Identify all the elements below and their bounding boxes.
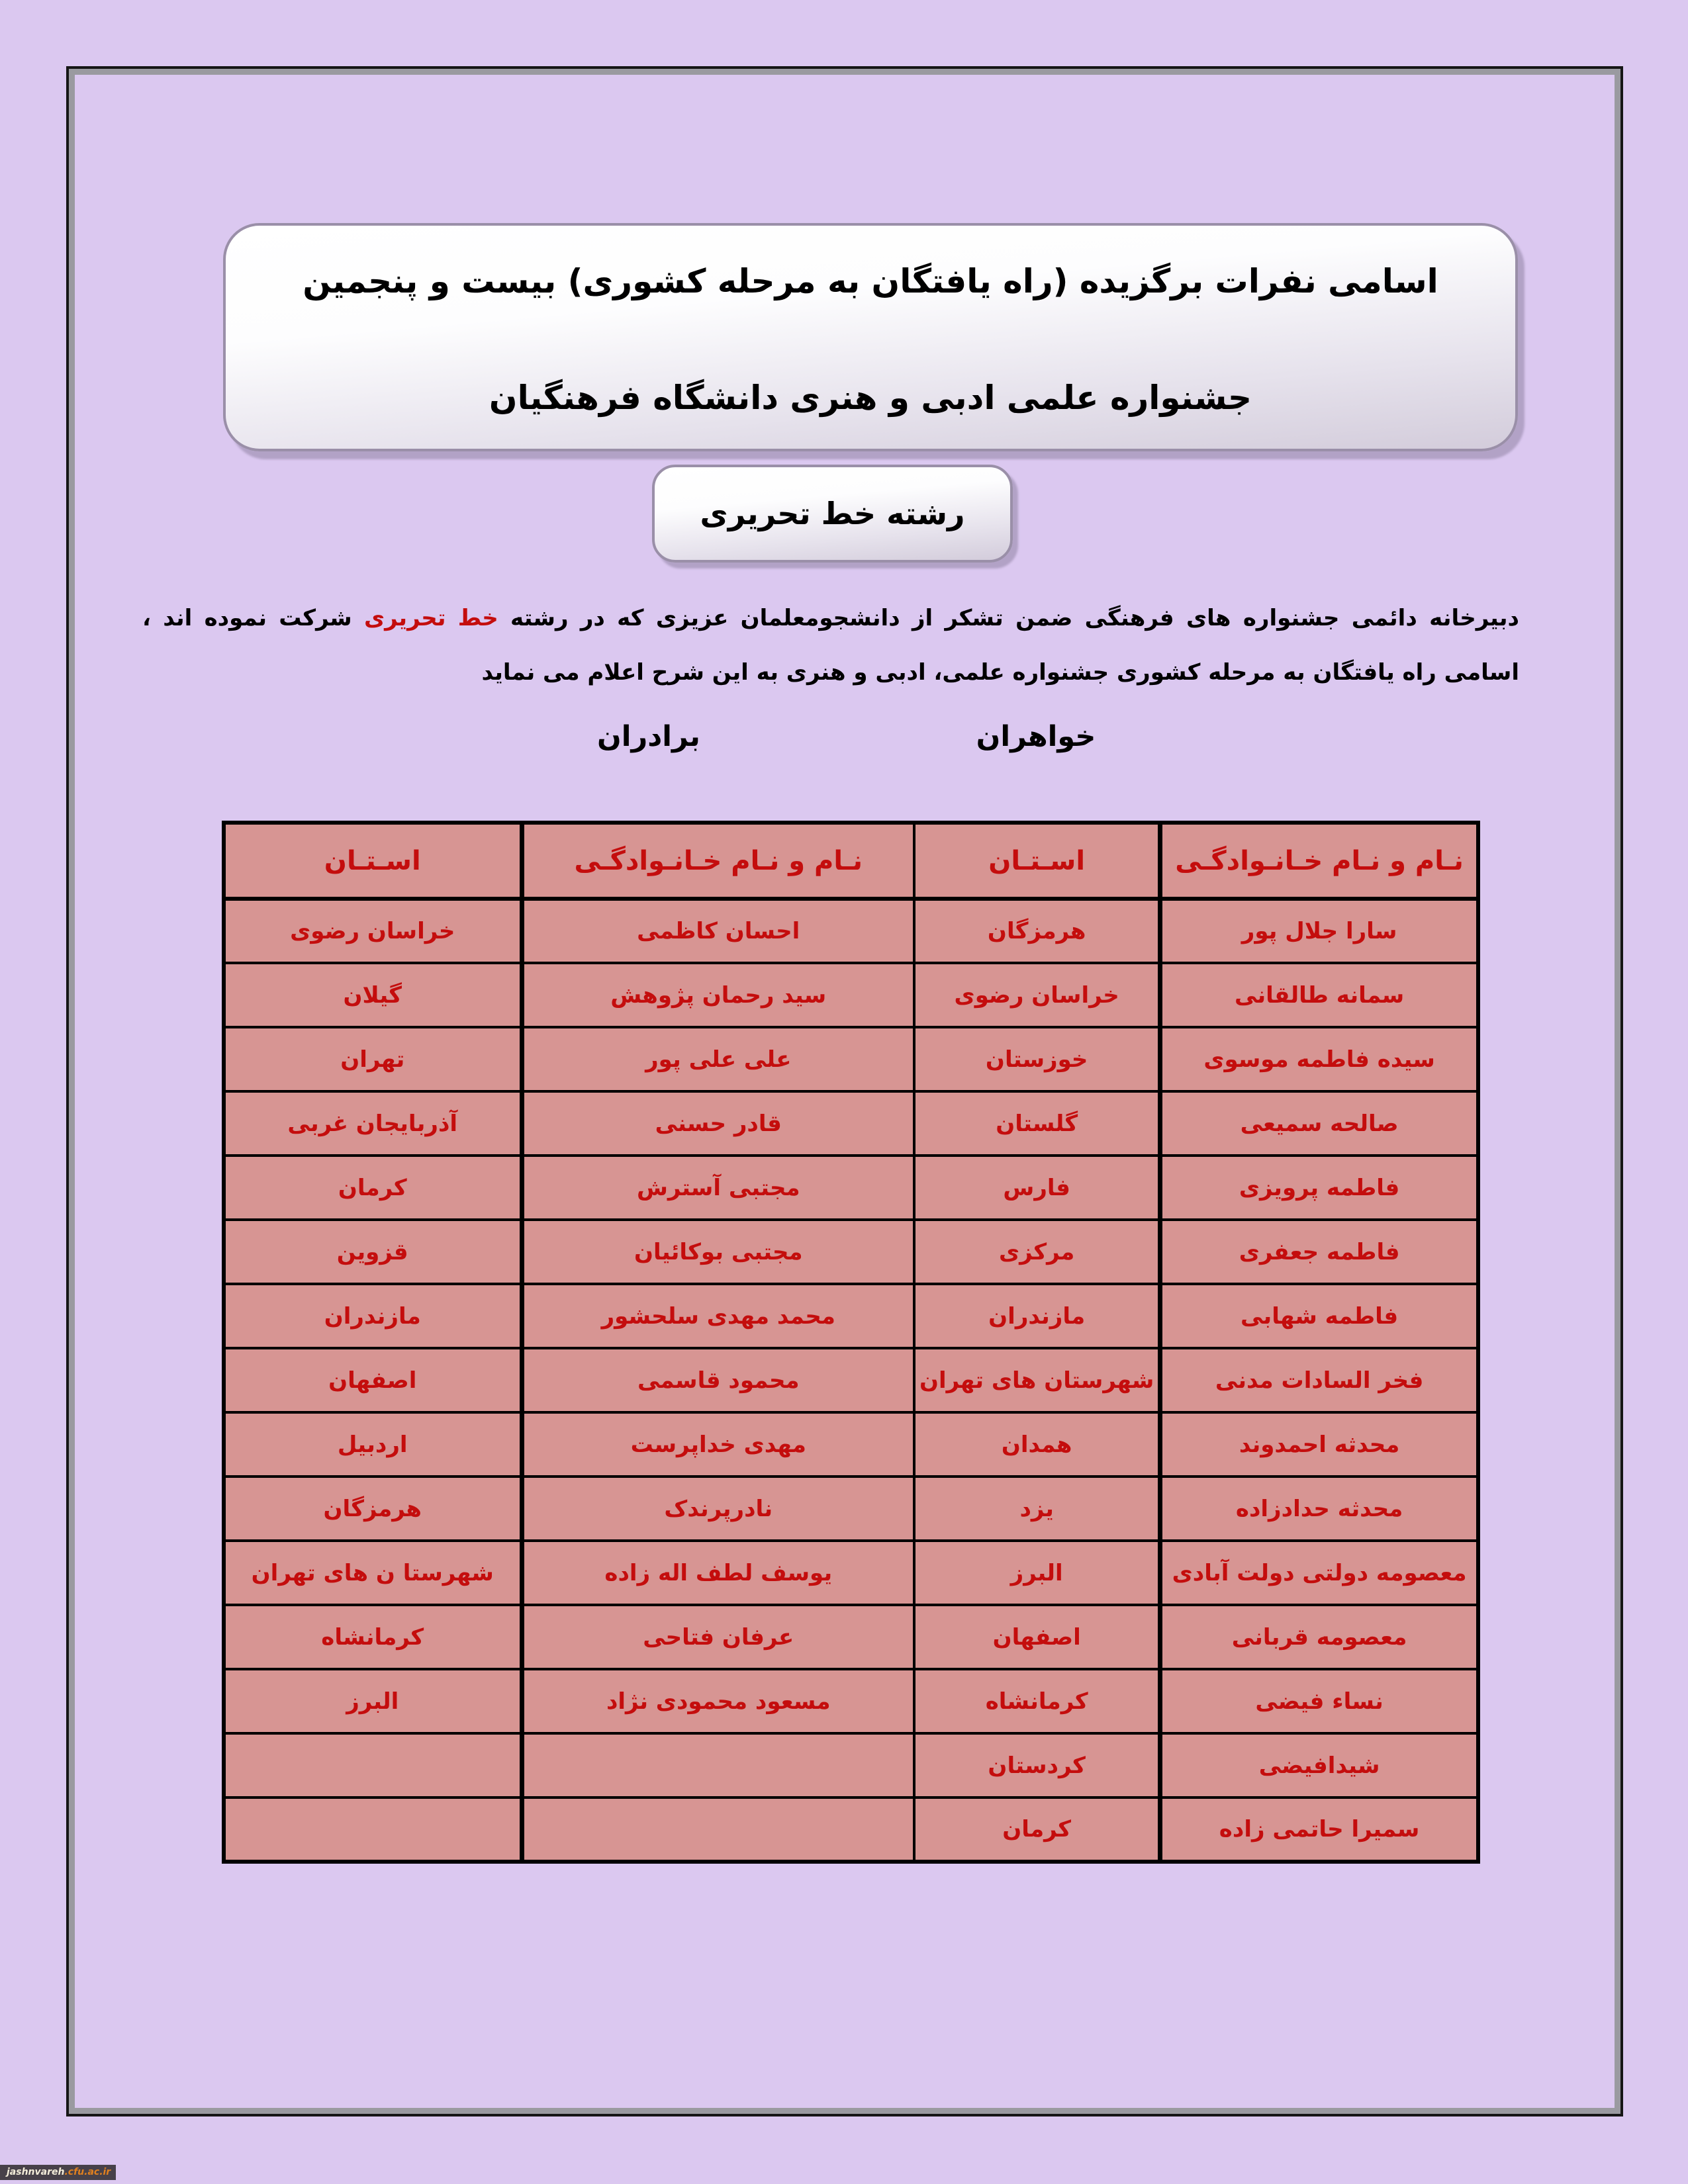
sister-name-cell: نساء فیضی [1158,1668,1479,1735]
sister-province-cell: همدان [913,1411,1162,1478]
sister-province-cell: خوزستان [913,1026,1162,1093]
title-box: اسامی نفرات برگزیده (راه یافتگان به مرحل… [223,223,1518,451]
brother-name-cell: علی علی پور [519,1026,915,1093]
intro-paragraph: دبیرخانه دائمی جشنواره های فرهنگی ضمن تش… [142,591,1519,700]
col-header-sisters-province: اسـتـان [913,821,1162,901]
title-line-1: اسامی نفرات برگزیده (راه یافتگان به مرحل… [303,262,1438,300]
sister-name-cell: سارا جلال پور [1158,897,1479,964]
sister-province-cell: شهرستان های تهران [913,1347,1162,1414]
col-header-sisters-name: نـام و نـام خـانـوادگـی [1158,821,1479,901]
watermark-site: jashnvareh [7,2167,65,2177]
brother-name-cell: احسان کاظمی [519,897,915,964]
sister-name-cell: سمیرا حاتمی زاده [1158,1796,1479,1863]
brother-province-cell [222,1732,523,1799]
sister-name-cell: سیده فاطمه موسوی [1158,1026,1479,1093]
brother-name-cell: یوسف لطف اله زاده [519,1539,915,1606]
sister-province-cell: گلستان [913,1090,1162,1157]
sister-province-cell: فارس [913,1154,1162,1221]
sister-name-cell: فاطمه پرویزی [1158,1154,1479,1221]
sister-province-cell: البرز [913,1539,1162,1606]
table-row: فخر السادات مدنی شهرستان های تهران محمود… [222,1347,1479,1414]
table-row: فاطمه شهابی مازندران محمد مهدی سلحشور ما… [222,1283,1479,1349]
sister-province-cell: مرکزی [913,1218,1162,1285]
brother-province-cell: اردبیل [222,1411,523,1478]
brother-name-cell: سید رحمان پژوهش [519,962,915,1028]
sister-province-cell: خراسان رضوی [913,962,1162,1028]
brother-name-cell: مهدی خداپرست [519,1411,915,1478]
sister-name-cell: فخر السادات مدنی [1158,1347,1479,1414]
sister-name-cell: صالحه سمیعی [1158,1090,1479,1157]
table-row: نساء فیضی کرمانشاه مسعود محمودی نژاد الب… [222,1668,1479,1735]
table-header-row: نـام و نـام خـانـوادگـی اسـتـان نـام و ن… [222,821,1479,901]
brother-province-cell: اصفهان [222,1347,523,1414]
table-row: سمیرا حاتمی زاده کرمان [222,1796,1479,1863]
table-row: شیدافیضی کردستان [222,1732,1479,1799]
brother-name-cell: محمد مهدی سلحشور [519,1283,915,1349]
sister-name-cell: محدثه احمدوند [1158,1411,1479,1478]
watermark-domain: .cfu.ac.ir [64,2167,111,2177]
sister-province-cell: هرمزگان [913,897,1162,964]
col-header-brothers-name: نـام و نـام خـانـوادگـی [519,821,915,901]
brother-province-cell: شهرستا ن های تهران [222,1539,523,1606]
sister-province-cell: اصفهان [913,1604,1162,1670]
brother-province-cell: آذربایجان غربی [222,1090,523,1157]
title-line-2: جشنواره علمی ادبی و هنری دانشگاه فرهنگیا… [489,379,1252,417]
brother-province-cell: هرمزگان [222,1475,523,1542]
table-row: فاطمه جعفری مرکزی مجتبی بوکائیان قزوین [222,1218,1479,1285]
sister-province-cell: کرمان [913,1796,1162,1863]
sister-province-cell: کردستان [913,1732,1162,1799]
sister-name-cell: شیدافیضی [1158,1732,1479,1799]
brother-name-cell: نادرپرندک [519,1475,915,1542]
intro-highlight: خط تحریری [363,605,498,631]
sister-province-cell: مازندران [913,1283,1162,1349]
table-row: سمانه طالقانی خراسان رضوی سید رحمان پژوه… [222,962,1479,1028]
page-border-frame-inner [69,69,1620,2114]
table-row: معصومه قربانی اصفهان عرفان فتاحی کرمانشا… [222,1604,1479,1670]
sister-name-cell: فاطمه جعفری [1158,1218,1479,1285]
watermark: jashnvareh.cfu.ac.ir [0,2165,117,2180]
table-row: فاطمه پرویزی فارس مجتبی آسترش کرمان [222,1154,1479,1221]
table-row: صالحه سمیعی گلستان قادر حسنی آذربایجان غ… [222,1090,1479,1157]
section-header-brothers: برادران [597,720,700,753]
intro-text-before: دبیرخانه دائمی جشنواره های فرهنگی ضمن تش… [498,605,1520,631]
brother-province-cell: گیلان [222,962,523,1028]
brother-name-cell: محمود قاسمی [519,1347,915,1414]
table-row: سیده فاطمه موسوی خوزستان علی علی پور تهر… [222,1026,1479,1093]
brother-province-cell: خراسان رضوی [222,897,523,964]
brother-province-cell [222,1796,523,1863]
sister-name-cell: معصومه قربانی [1158,1604,1479,1670]
table-row: محدثه حدادزاده یزد نادرپرندک هرمزگان [222,1475,1479,1542]
intro-text-after: شرکت نموده اند ، اسامی راه یافتگان به مر… [142,605,1519,686]
sister-name-cell: سمانه طالقانی [1158,962,1479,1028]
brother-province-cell: کرمانشاه [222,1604,523,1670]
sister-province-cell: کرمانشاه [913,1668,1162,1735]
table-row: معصومه دولتی دولت آبادی البرز یوسف لطف ا… [222,1539,1479,1606]
results-table-body: سارا جلال پور هرمزگان احسان کاظمی خراسان… [222,897,1479,1863]
results-table: نـام و نـام خـانـوادگـی اسـتـان نـام و ن… [222,821,1480,1864]
brother-name-cell [519,1796,915,1863]
brother-name-cell: عرفان فتاحی [519,1604,915,1670]
sister-province-cell: یزد [913,1475,1162,1542]
brother-name-cell: مسعود محمودی نژاد [519,1668,915,1735]
table-row: محدثه احمدوند همدان مهدی خداپرست اردبیل [222,1411,1479,1478]
table-row: سارا جلال پور هرمزگان احسان کاظمی خراسان… [222,897,1479,964]
page-border-frame [66,66,1623,2116]
brother-name-cell [519,1732,915,1799]
brother-name-cell: مجتبی بوکائیان [519,1218,915,1285]
brother-name-cell: قادر حسنی [519,1090,915,1157]
sister-name-cell: محدثه حدادزاده [1158,1475,1479,1542]
col-header-brothers-province: اسـتـان [222,821,523,901]
sister-name-cell: فاطمه شهابی [1158,1283,1479,1349]
brother-province-cell: تهران [222,1026,523,1093]
brother-province-cell: البرز [222,1668,523,1735]
brother-name-cell: مجتبی آسترش [519,1154,915,1221]
sister-name-cell: معصومه دولتی دولت آبادی [1158,1539,1479,1606]
brother-province-cell: کرمان [222,1154,523,1221]
section-header-sisters: خواهران [976,720,1096,753]
brother-province-cell: قزوین [222,1218,523,1285]
brother-province-cell: مازندران [222,1283,523,1349]
field-badge: رشته خط تحریری [652,465,1013,563]
